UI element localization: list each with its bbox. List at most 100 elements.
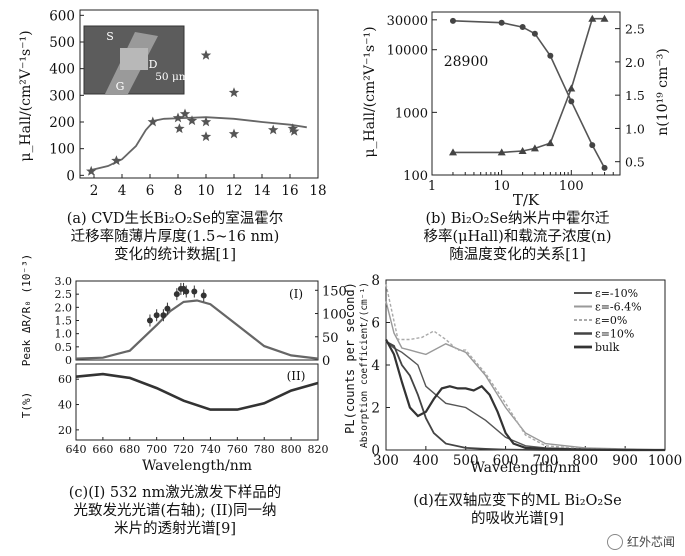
x-tick-label-a: 4	[118, 183, 127, 199]
y-tick-label-left-c1: 1.0	[55, 328, 73, 341]
x-tick-label-b: 1	[428, 179, 436, 194]
data-point-n	[546, 139, 555, 147]
data-point-mu	[568, 98, 575, 105]
x-tick-label-a: 14	[253, 183, 270, 199]
legend-label-d: bulk	[595, 341, 620, 354]
x-tick-label-d: 600	[493, 453, 519, 469]
x-tick-label-c: 660	[92, 443, 113, 456]
y-tick-label-left-c1: 3.0	[55, 275, 73, 288]
legend-label-d: ε=0%	[595, 314, 627, 327]
data-point-reflectance	[153, 312, 160, 319]
data-point-reflectance	[173, 291, 180, 298]
x-axis-label-b: T/K	[513, 191, 540, 209]
x-tick-label-a: 16	[281, 183, 298, 199]
panel-label-II: (II)	[287, 369, 306, 383]
y-tick-label-c2: 20	[58, 424, 72, 437]
y-tick-label-left-b: 100	[403, 169, 428, 184]
y-tick-label-right-b: 2.5	[625, 22, 645, 37]
data-point-star	[86, 165, 97, 176]
trend-line-a	[90, 116, 307, 171]
wechat-icon	[606, 533, 623, 550]
y-tick-label-right-c1: 0	[322, 354, 330, 369]
y-tick-label-a: 500	[49, 35, 75, 51]
y-axis-label-left-b: μ_Hall/(cm²V⁻¹s⁻¹)	[362, 26, 378, 157]
data-point-reflectance	[164, 305, 171, 312]
x-tick-label-c: 820	[308, 443, 329, 456]
caption-c-line: 米片的透射光谱[9]	[113, 521, 237, 537]
data-point-mu	[449, 17, 456, 24]
y-tick-label-a: 300	[49, 88, 75, 104]
caption-c-line: 光致发光光谱(右轴); (II)同一纳	[73, 503, 277, 519]
x-axis-label-d: Wavelength/nm	[470, 460, 580, 476]
x-tick-label-c: 780	[254, 443, 275, 456]
series-line-n	[453, 17, 605, 154]
data-point-n	[518, 147, 527, 154]
data-point-n	[588, 14, 597, 22]
caption-b: (b) Bi₂O₂Se纳米片中霍尔迁 移率(μHall)和载流子浓度(n) 随温…	[355, 210, 680, 264]
data-point-mu	[589, 142, 596, 149]
inset-label-d: D	[149, 58, 158, 71]
x-tick-label-b: 10	[493, 179, 510, 194]
annotation-28900: 28900	[444, 54, 489, 70]
data-point-mu	[601, 164, 608, 171]
x-tick-label-a: 10	[197, 183, 214, 199]
y-tick-label-left-c1: 0.5	[55, 341, 73, 354]
data-point-star	[111, 155, 122, 166]
plot-frame-c2	[75, 363, 319, 441]
data-point-star	[200, 116, 212, 127]
y-tick-label-right-b: 1.5	[625, 88, 645, 103]
y-tick-label-right-b: 1.0	[625, 121, 645, 136]
data-point-star	[172, 112, 184, 123]
data-point-mu	[531, 30, 538, 37]
y-tick-label-right-c1: 100	[322, 308, 347, 323]
data-point-star	[200, 131, 212, 142]
y-tick-label-d: 6	[371, 316, 380, 332]
x-tick-label-a: 18	[309, 183, 326, 199]
data-point-n	[530, 144, 539, 152]
y-axis-label-right-c1: PL(counts per second)	[343, 282, 357, 434]
caption-b-line: (b) Bi₂O₂Se纳米片中霍尔迁	[425, 211, 610, 227]
y-tick-label-d: 2	[371, 401, 380, 417]
series-line-d	[385, 338, 665, 452]
data-point-star	[289, 125, 300, 136]
y-tick-label-left-b: 1000	[395, 106, 428, 121]
x-tick-label-c: 680	[119, 443, 140, 456]
y-tick-label-left-b: 30000	[387, 14, 428, 29]
y-tick-label-a: 0	[66, 168, 75, 184]
y-tick-label-d: 4	[371, 358, 380, 374]
y-axis-label-d: Absorption coefficient/(cm⁻¹)	[359, 282, 370, 448]
x-tick-label-a: 6	[146, 183, 155, 199]
y-tick-label-d: 8	[371, 273, 380, 289]
data-point-n	[497, 148, 506, 156]
x-tick-label-c: 760	[227, 443, 248, 456]
caption-a-line: 迁移率随薄片厚度(1.5~16 nm)	[70, 229, 280, 245]
x-tick-label-c: 640	[66, 443, 87, 456]
caption-d: (d)在双轴应变下的ML Bi₂O₂Se 的吸收光谱[9]	[355, 492, 680, 528]
data-point-star	[200, 49, 212, 60]
data-point-reflectance	[146, 317, 153, 324]
y-axis-label-left-c1: Peak ΔR/R₀ (10⁻³)	[20, 254, 33, 367]
x-tick-label-d: 400	[413, 453, 439, 469]
y-tick-label-right-b: 0.5	[625, 155, 645, 170]
y-axis-label-a: μ_Hall/(cm²V⁻¹s⁻¹)	[18, 30, 34, 161]
inset-label-s: S	[106, 30, 114, 43]
data-point-n	[449, 148, 457, 156]
y-tick-label-c2: 40	[58, 399, 72, 412]
caption-b-line: 随温度变化的关系[1]	[449, 247, 586, 263]
y-tick-label-a: 400	[49, 62, 75, 78]
data-point-star	[287, 123, 298, 134]
y-tick-label-right-c1: 150	[322, 284, 347, 299]
y-tick-label-right-c1: 50	[322, 331, 339, 346]
x-tick-label-a: 12	[225, 183, 242, 199]
watermark-text: 红外芯闻	[626, 535, 675, 549]
x-tick-label-b: 100	[559, 179, 584, 194]
pl-spectrum-line	[75, 299, 319, 360]
y-tick-label-left-b: 10000	[387, 44, 428, 59]
x-tick-label-a: 2	[90, 183, 99, 199]
x-tick-label-c: 700	[146, 443, 167, 456]
inset-electrode	[120, 48, 148, 70]
y-tick-label-a: 200	[49, 115, 75, 131]
series-line-mu	[452, 20, 606, 169]
y-axis-label-right-b: n(10¹⁹ cm⁻³)	[655, 48, 671, 136]
